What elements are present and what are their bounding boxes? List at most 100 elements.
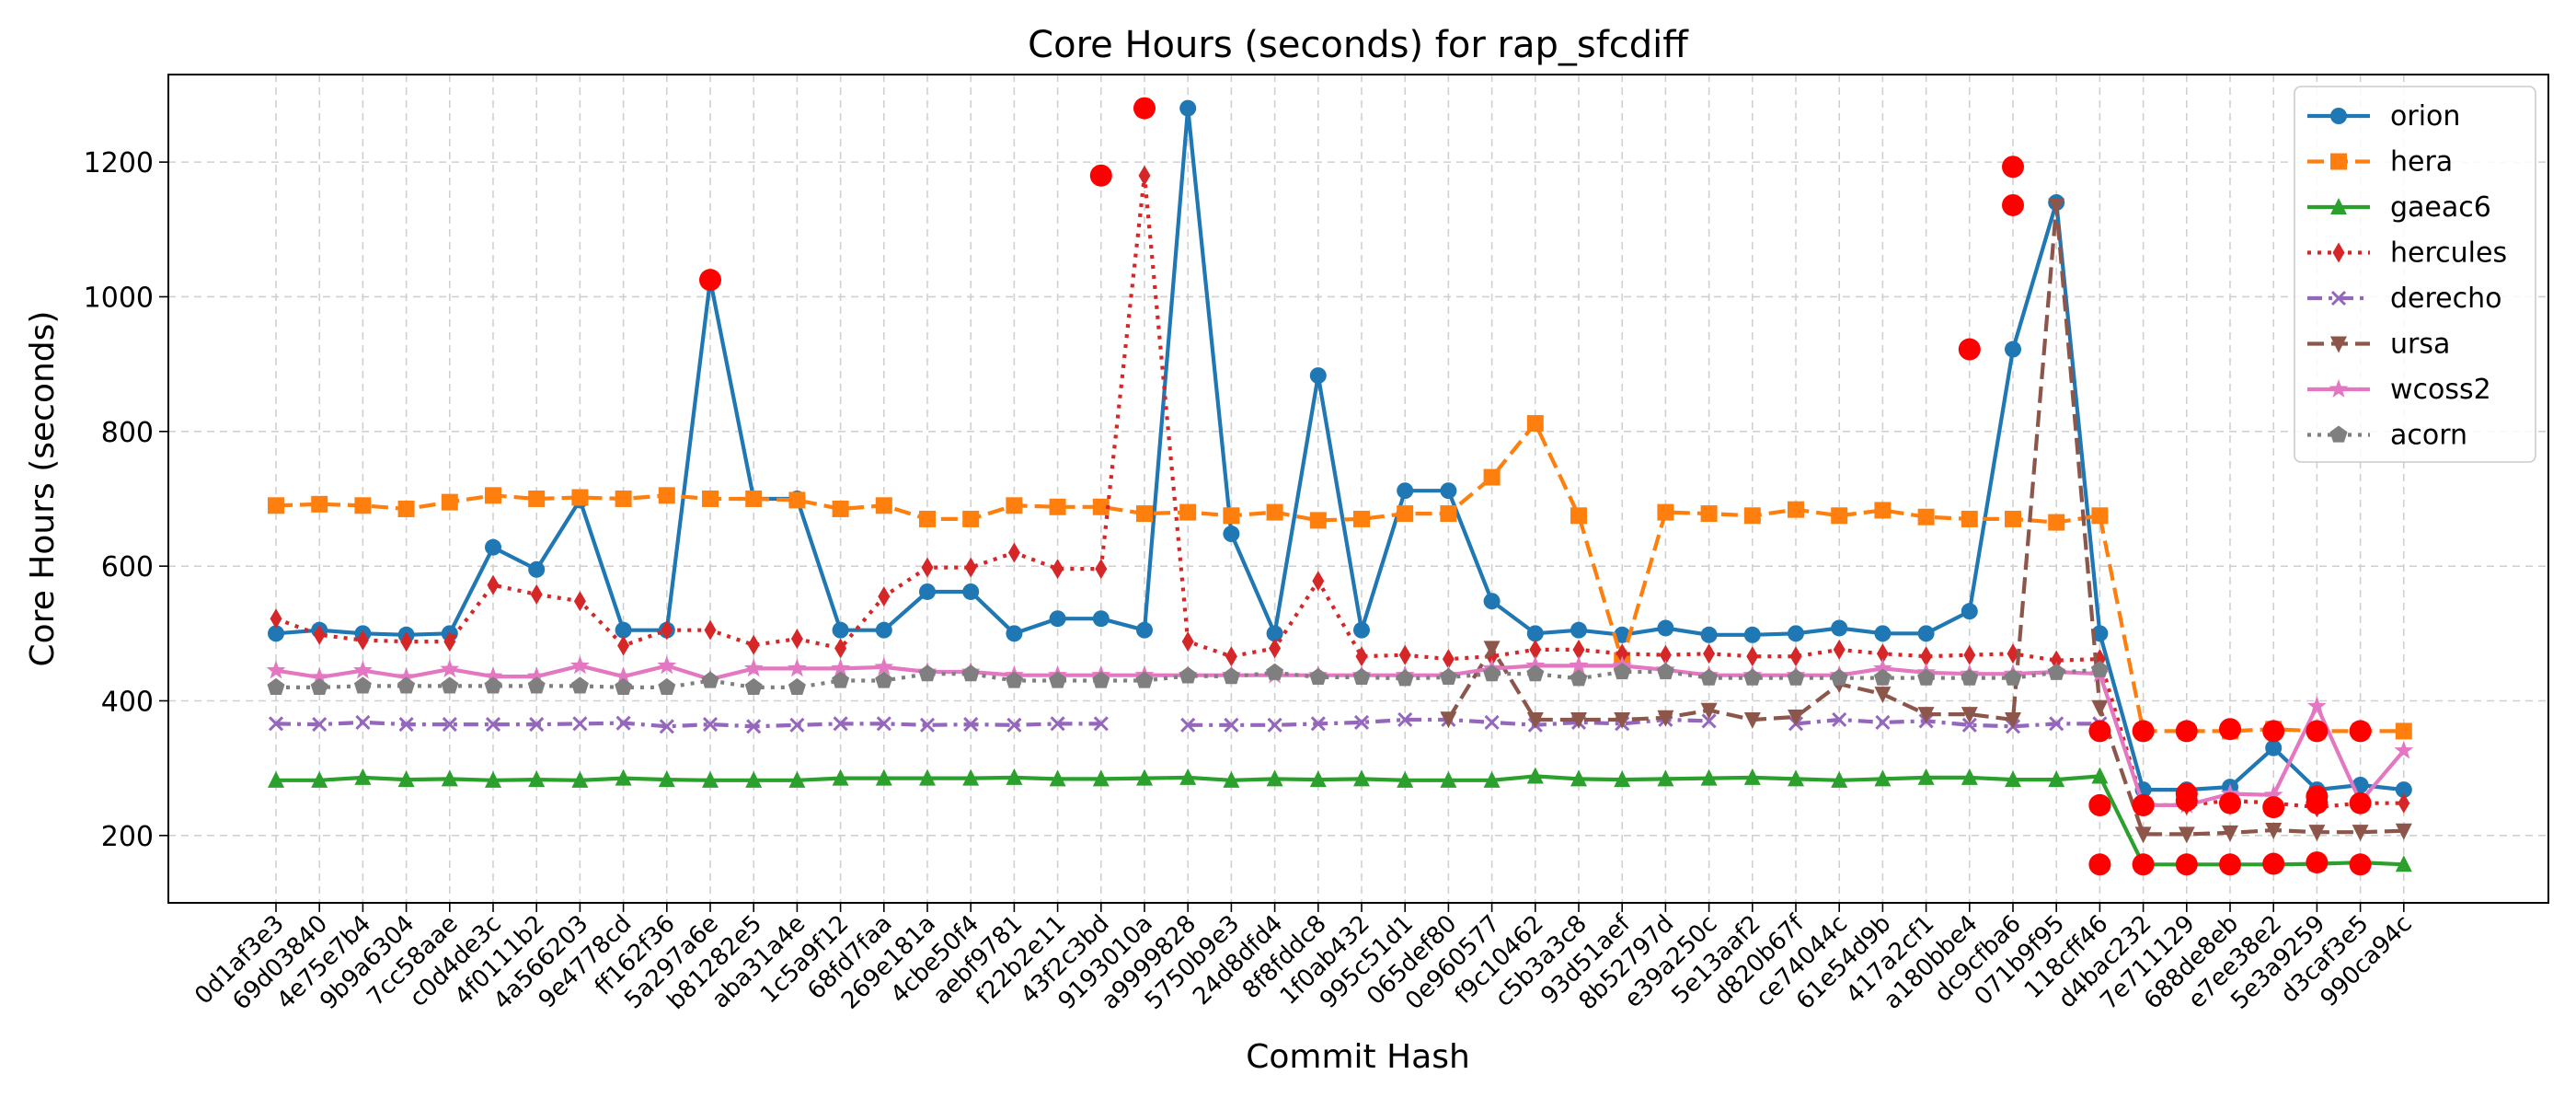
data-point-gaeac6	[354, 768, 372, 785]
data-point-derecho	[529, 717, 545, 733]
data-point-hercules	[1920, 646, 1933, 667]
legend-item-derecho: derecho	[2307, 283, 2502, 315]
data-point-ursa	[2178, 826, 2195, 844]
data-point-hera	[1788, 501, 1804, 518]
data-point-orion	[268, 625, 284, 642]
data-point-acorn	[1743, 668, 1762, 686]
data-point-derecho	[572, 716, 588, 732]
data-point-gaeac6	[1440, 770, 1457, 788]
data-point-gaeac6	[1092, 769, 1110, 787]
data-point-wcoss2	[1569, 655, 1589, 675]
highlight-point	[2175, 782, 2198, 805]
data-point-derecho	[1961, 717, 1977, 733]
data-point-hera	[1743, 507, 1761, 525]
data-point-acorn	[2004, 668, 2022, 686]
series-hera	[268, 415, 2412, 740]
legend-item-ursa: ursa	[2307, 329, 2450, 361]
highlight-point	[2306, 851, 2329, 874]
data-point-gaeac6	[268, 770, 284, 788]
data-point-wcoss2	[483, 666, 503, 686]
data-point-gaeac6	[875, 768, 892, 786]
data-point-hera	[311, 495, 328, 513]
highlight-point	[1089, 164, 1112, 187]
data-point-hera	[1570, 507, 1587, 525]
data-point-wcoss2	[266, 660, 286, 679]
legend: orion hera gaeac6 hercules derecho ursa wcoss2…	[2294, 86, 2536, 463]
data-point-acorn	[875, 671, 893, 688]
data-point-hercules	[1833, 639, 1846, 660]
y-tick-label: 400	[101, 686, 154, 718]
data-point-hera	[1657, 503, 1674, 521]
data-point-gaeac6	[1006, 768, 1023, 785]
highlight-point	[1133, 97, 1156, 120]
data-point-ursa	[2091, 699, 2109, 717]
data-point-hera	[1353, 510, 1370, 527]
y-axis: 200 400 600 800 1000 1200	[84, 147, 168, 853]
data-point-hercules	[661, 619, 673, 641]
legend-label: acorn	[2390, 420, 2467, 452]
data-point-orion	[1223, 526, 1240, 543]
legend-label: gaeac6	[2390, 191, 2491, 224]
data-point-acorn	[1787, 668, 1805, 686]
data-point-orion	[2395, 781, 2412, 799]
data-point-derecho	[615, 715, 631, 731]
data-point-derecho	[919, 717, 936, 733]
data-point-hera	[875, 497, 892, 514]
data-point-acorn	[961, 664, 980, 682]
data-point-gaeac6	[1049, 769, 1066, 787]
data-point-gaeac6	[962, 768, 980, 786]
data-point-wcoss2	[526, 666, 546, 686]
data-point-gaeac6	[1831, 770, 1848, 788]
data-point-acorn	[267, 677, 285, 695]
y-axis-label: Core Hours (seconds)	[24, 311, 62, 667]
highlight-point	[2219, 791, 2241, 814]
data-point-hercules	[834, 638, 847, 659]
legend-marker	[2330, 108, 2347, 124]
data-point-hera	[1700, 505, 1718, 523]
data-point-ursa	[1526, 711, 1544, 729]
data-point-hera	[1440, 505, 1457, 523]
data-point-hera	[1961, 510, 1978, 527]
data-point-hercules	[2398, 792, 2410, 814]
data-point-hera	[745, 490, 763, 507]
data-point-derecho	[876, 716, 891, 732]
data-point-hercules	[313, 624, 326, 645]
data-point-orion	[1874, 625, 1892, 642]
data-point-wcoss2	[2306, 696, 2327, 715]
data-point-acorn	[570, 676, 589, 694]
data-point-gaeac6	[1136, 768, 1153, 786]
data-point-hercules	[530, 583, 543, 605]
highlight-layer	[699, 97, 2372, 876]
data-point-hercules	[1095, 559, 1108, 580]
data-point-derecho	[312, 717, 328, 733]
data-point-acorn	[1656, 663, 1674, 680]
data-point-acorn	[1613, 663, 1631, 680]
data-point-hera	[962, 510, 980, 527]
data-point-acorn	[2090, 660, 2109, 677]
data-point-orion	[485, 538, 501, 556]
data-point-hercules	[443, 631, 456, 653]
data-point-ursa	[2134, 826, 2152, 844]
data-point-derecho	[1224, 717, 1239, 733]
highlight-point	[2306, 720, 2329, 743]
data-point-wcoss2	[569, 655, 590, 675]
data-point-derecho	[789, 717, 805, 733]
data-point-derecho	[1093, 716, 1109, 732]
y-tick-label: 800	[101, 417, 154, 449]
data-point-gaeac6	[832, 768, 849, 786]
data-point-acorn	[397, 676, 416, 694]
legend-box	[2294, 86, 2536, 463]
data-point-hercules	[1789, 646, 1802, 667]
data-point-derecho	[1484, 714, 1500, 730]
data-point-wcoss2	[309, 666, 329, 686]
legend-label: hera	[2390, 146, 2453, 179]
data-point-acorn	[310, 677, 328, 695]
data-point-gaeac6	[745, 770, 763, 788]
legend-item-acorn: acorn	[2307, 420, 2467, 452]
data-point-hera	[2091, 507, 2109, 525]
data-point-gaeac6	[311, 770, 328, 788]
data-point-gaeac6	[615, 768, 632, 786]
data-point-acorn	[527, 676, 546, 694]
series-line-wcoss2	[275, 664, 2406, 807]
